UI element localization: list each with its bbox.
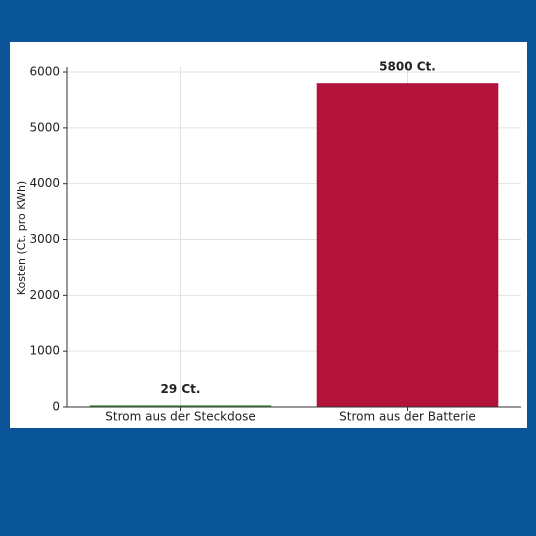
y-tick-label: 2000 [29,288,60,302]
x-tick-label: Strom aus der Batterie [339,410,476,424]
y-axis-label: Kosten (Ct. pro KWh) [15,181,28,295]
y-tick-label: 6000 [29,65,60,79]
value-label: 5800 Ct. [379,60,436,74]
y-tick-label: 5000 [29,120,60,134]
bar [89,405,272,407]
bar [316,83,499,407]
y-tick-label: 3000 [29,232,60,246]
x-tick-label: Strom aus der Steckdose [105,410,255,424]
y-tick-label: 4000 [29,176,60,190]
value-label: 29 Ct. [161,382,201,396]
y-tick-label: 1000 [29,344,60,358]
y-tick-label: 0 [52,400,60,414]
